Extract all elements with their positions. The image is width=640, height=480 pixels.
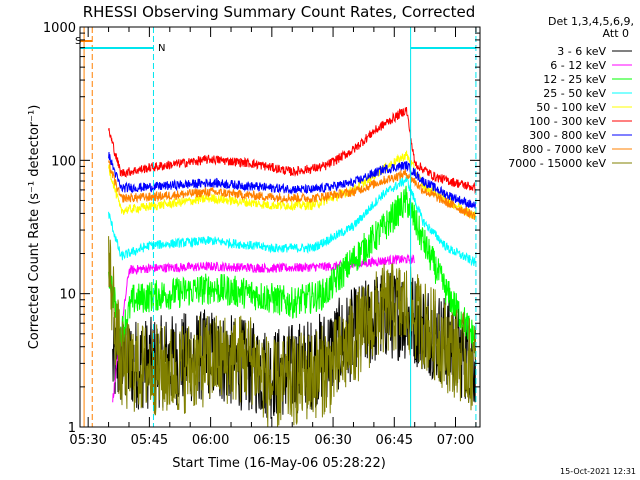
x-tick-label: 06:30 <box>314 433 351 448</box>
series-line-6 <box>108 151 476 210</box>
x-tick-label: 06:45 <box>376 433 413 448</box>
series-line-8 <box>108 236 476 428</box>
x-tick-label: 06:00 <box>192 433 229 448</box>
y-axis-label: Corrected Count Rate (s⁻¹ detector⁻¹) <box>27 105 42 350</box>
legend-label: 25 - 50 keV <box>543 87 606 100</box>
plot-lines <box>108 106 476 428</box>
y-axis: 1 10 100 1000 <box>43 21 480 436</box>
x-tick-label: 05:30 <box>69 433 106 448</box>
legend-header-1: Det 1,3,4,5,6,9, <box>548 15 634 28</box>
legend-label: 800 - 7000 keV <box>522 143 606 156</box>
x-tick-label: 06:15 <box>253 433 290 448</box>
y-tick-label: 10 <box>59 288 76 303</box>
x-tick-label: 07:00 <box>437 433 474 448</box>
legend-label: 3 - 6 keV <box>557 45 606 58</box>
legend-label: 300 - 800 keV <box>529 129 606 142</box>
night-label: N <box>158 43 165 54</box>
legend-label: 12 - 25 keV <box>543 73 606 86</box>
x-axis: 05:30 05:45 06:00 06:15 06:30 06:45 07:00 <box>69 27 477 448</box>
series-line-2 <box>108 185 476 350</box>
series-line-5 <box>108 106 476 194</box>
x-axis-label: Start Time (16-May-06 05:28:22) <box>172 456 386 471</box>
legend-header-2: Att 0 <box>603 27 629 40</box>
legend-label: 100 - 300 keV <box>529 115 606 128</box>
y-tick-label: 1000 <box>43 21 76 36</box>
legend-label: 6 - 12 keV <box>550 59 606 72</box>
timestamp: 15-Oct-2021 12:31 <box>560 467 636 476</box>
legend-label: 50 - 100 keV <box>536 101 606 114</box>
saa-label: S <box>75 36 81 47</box>
legend-label: 7000 - 15000 keV <box>508 157 606 170</box>
series-line-7 <box>108 160 476 221</box>
y-tick-label: 1 <box>68 421 76 436</box>
y-tick-label: 100 <box>51 154 76 169</box>
x-tick-label: 05:45 <box>131 433 168 448</box>
series-line-3 <box>108 176 476 267</box>
chart-title: RHESSI Observing Summary Count Rates, Co… <box>83 3 476 21</box>
plot-frame <box>79 26 481 428</box>
